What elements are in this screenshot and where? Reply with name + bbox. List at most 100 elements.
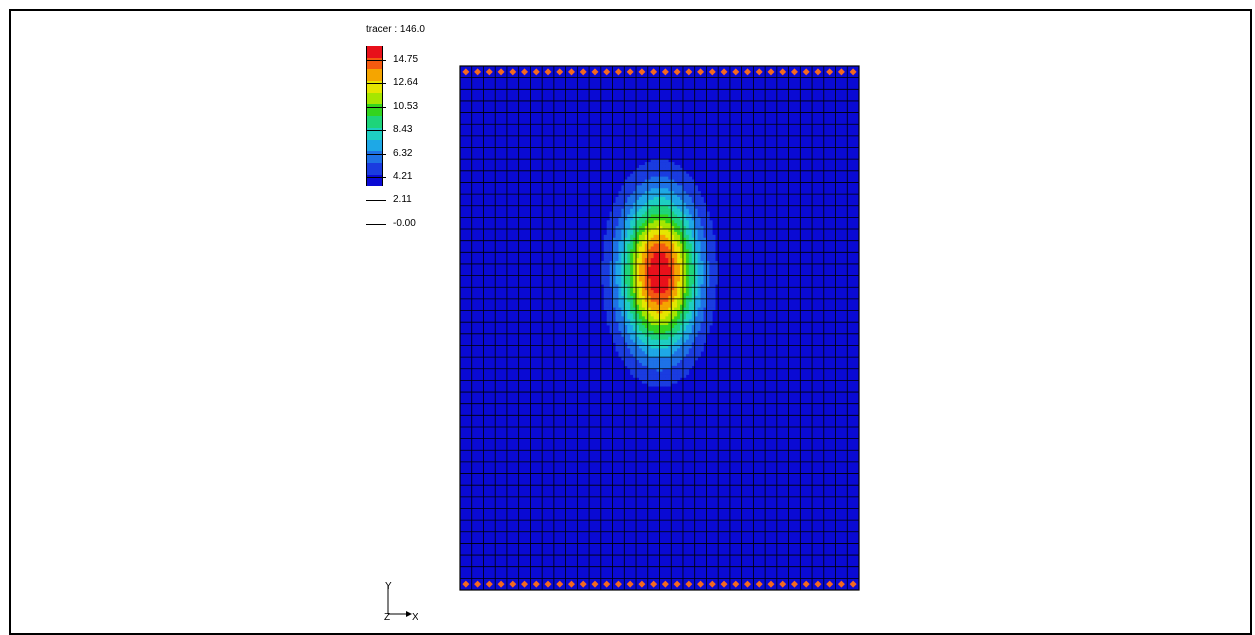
- plume-patch: [638, 295, 643, 300]
- plume-patch: [609, 275, 613, 279]
- plume-patch: [688, 336, 693, 340]
- plume-patch: [659, 182, 663, 186]
- plume-patch: [612, 211, 616, 215]
- plume-patch: [644, 278, 649, 282]
- plume-patch: [685, 246, 690, 250]
- plume-patch: [671, 360, 675, 364]
- plume-patch: [653, 164, 657, 169]
- plume-patch: [688, 205, 693, 209]
- plume-patch: [647, 202, 651, 207]
- plume-patch: [706, 325, 710, 329]
- plume-patch: [703, 243, 707, 247]
- plume-patch: [703, 234, 707, 239]
- plume-patch: [659, 266, 663, 271]
- legend-tick: [366, 200, 386, 202]
- plume-patch: [656, 188, 660, 192]
- plume-patch: [682, 266, 687, 271]
- plume-patch: [638, 255, 643, 259]
- plume-patch: [650, 197, 654, 201]
- plume-patch: [659, 255, 663, 259]
- plume-patch: [680, 217, 684, 221]
- plume-patch: [647, 208, 651, 212]
- plume-patch: [671, 316, 675, 320]
- plume-patch: [653, 322, 657, 326]
- plume-patch: [700, 243, 704, 247]
- plume-patch: [615, 214, 619, 218]
- plume-patch: [712, 290, 716, 294]
- plume-patch: [662, 342, 666, 346]
- plume-patch: [694, 214, 698, 218]
- plume-patch: [647, 342, 651, 346]
- plume-patch: [606, 266, 610, 271]
- plume-patch: [703, 261, 707, 265]
- plume-patch: [700, 211, 704, 215]
- plume-patch: [685, 316, 690, 320]
- plume-patch: [697, 197, 701, 201]
- plume-patch: [618, 351, 622, 355]
- plume-patch: [644, 325, 649, 329]
- plume-patch: [653, 234, 657, 239]
- plume-patch: [641, 284, 646, 288]
- plume-patch: [627, 249, 631, 253]
- plume-patch: [624, 313, 628, 317]
- plume-patch: [644, 211, 649, 215]
- plume-patch: [633, 290, 637, 294]
- plume-patch: [653, 246, 657, 250]
- plume-patch: [712, 246, 716, 250]
- plume-patch: [694, 217, 698, 221]
- plume-patch: [662, 322, 666, 326]
- plume-patch: [627, 281, 631, 285]
- plume-patch: [627, 246, 631, 250]
- plume-patch: [694, 307, 698, 311]
- plume-patch: [682, 336, 687, 340]
- plume-patch: [627, 345, 631, 349]
- plume-patch: [659, 173, 663, 177]
- plume-patch: [612, 237, 616, 241]
- plume-patch: [682, 176, 687, 180]
- plume-patch: [665, 252, 669, 256]
- plume-patch: [671, 258, 675, 262]
- plume-patch: [638, 261, 643, 265]
- plume-patch: [650, 194, 654, 198]
- plume-patch: [674, 263, 678, 268]
- plume-patch: [677, 325, 681, 329]
- plume-patch: [630, 272, 634, 276]
- plume-patch: [709, 263, 713, 268]
- plume-patch: [618, 263, 622, 268]
- plume-patch: [647, 214, 651, 218]
- bottom-boundary-marker: [544, 580, 552, 588]
- plume-patch: [703, 226, 707, 230]
- plume-patch: [612, 278, 616, 282]
- plume-patch: [653, 336, 657, 340]
- plume-patch: [697, 287, 701, 291]
- plume-patch: [633, 258, 637, 262]
- plume-patch: [633, 246, 637, 250]
- plume-patch: [627, 328, 631, 332]
- plume-patch: [627, 208, 631, 212]
- plume-patch: [612, 336, 616, 340]
- plume-patch: [650, 295, 654, 300]
- plume-patch: [612, 263, 616, 268]
- plume-patch: [688, 360, 693, 364]
- plume-patch: [691, 205, 695, 209]
- plume-patch: [624, 243, 628, 247]
- bottom-boundary-marker: [521, 580, 529, 588]
- plume-patch: [603, 258, 607, 262]
- plume-patch: [703, 249, 707, 253]
- plume-patch: [638, 243, 643, 247]
- plume-patch: [680, 211, 684, 215]
- plume-patch: [703, 322, 707, 326]
- plume-patch: [612, 284, 616, 288]
- plume-patch: [603, 295, 607, 300]
- plume-patch: [621, 310, 625, 314]
- plume-patch: [638, 336, 643, 340]
- plume-patch: [659, 167, 663, 172]
- plume-patch: [630, 325, 634, 329]
- plume-patch: [627, 191, 631, 195]
- plume-patch: [653, 167, 657, 172]
- plume-patch: [656, 374, 660, 378]
- plume-patch: [665, 261, 669, 265]
- plume-patch: [659, 188, 663, 192]
- plume-patch: [624, 263, 628, 268]
